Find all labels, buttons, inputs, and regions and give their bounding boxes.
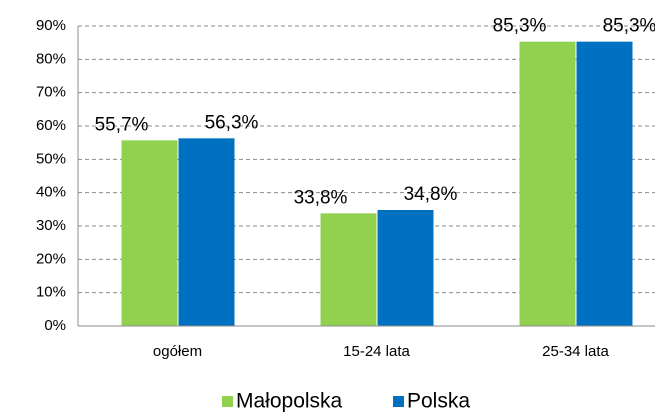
y-tick-label: 10% xyxy=(36,284,66,301)
value-label: 55,7% xyxy=(95,114,149,135)
y-tick-label: 0% xyxy=(44,317,66,334)
y-tick-label: 50% xyxy=(36,150,66,167)
y-tick-label: 60% xyxy=(36,117,66,134)
bar xyxy=(121,140,178,326)
legend-swatch xyxy=(222,396,233,407)
x-tick-label: 15-24 lata xyxy=(343,343,410,360)
bar xyxy=(576,41,633,327)
value-label: 56,3% xyxy=(205,112,259,133)
bar xyxy=(377,210,434,326)
x-tick-label: 25-34 lata xyxy=(542,343,609,360)
legend-label: Polska xyxy=(407,390,470,413)
value-label: 33,8% xyxy=(294,187,348,208)
y-tick-label: 70% xyxy=(36,84,66,101)
bar xyxy=(519,41,576,327)
value-label: 85,3% xyxy=(603,16,655,37)
y-tick-label: 40% xyxy=(36,184,66,201)
y-tick-label: 30% xyxy=(36,217,66,234)
x-tick-label: ogółem xyxy=(153,343,202,360)
y-tick-label: 80% xyxy=(36,50,66,67)
value-label: 34,8% xyxy=(404,184,458,205)
y-tick-label: 90% xyxy=(36,17,66,34)
legend-swatch xyxy=(393,396,404,407)
bar xyxy=(320,213,377,326)
y-tick-label: 20% xyxy=(36,250,66,267)
bar xyxy=(178,138,235,326)
value-label: 85,3% xyxy=(493,16,547,37)
legend-label: Małopolska xyxy=(236,390,343,413)
